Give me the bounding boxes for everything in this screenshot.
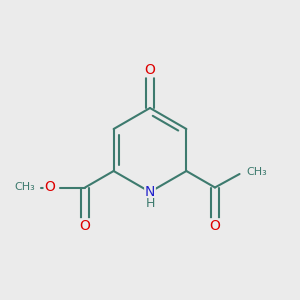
Text: O: O [80, 219, 91, 233]
Text: O: O [44, 180, 55, 194]
Text: CH₃: CH₃ [15, 182, 35, 193]
Text: N: N [145, 185, 155, 199]
Text: O: O [209, 219, 220, 233]
Text: CH₃: CH₃ [246, 167, 267, 177]
Text: H: H [145, 197, 155, 210]
Text: O: O [145, 63, 155, 76]
